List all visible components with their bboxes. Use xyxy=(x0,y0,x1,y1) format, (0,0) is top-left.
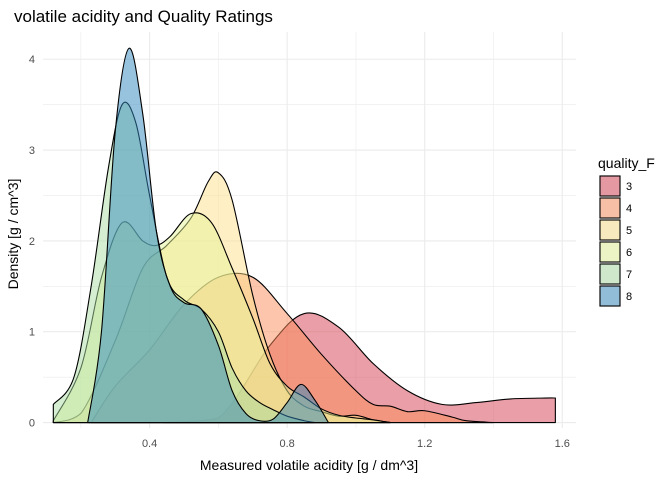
density-areas xyxy=(52,47,556,424)
legend-label: 6 xyxy=(626,247,632,259)
legend-label: 8 xyxy=(626,291,632,303)
chart-title: volatile acidity and Quality Ratings xyxy=(14,7,273,26)
y-tick-label: 1 xyxy=(29,327,35,339)
legend-label: 5 xyxy=(626,225,632,237)
legend: quality_F 3 4 5 6 7 8 xyxy=(598,155,655,307)
legend-label: 4 xyxy=(626,203,632,215)
legend-key-swatch xyxy=(599,197,621,219)
legend-item-3: 3 xyxy=(599,175,632,197)
y-tick-label: 0 xyxy=(29,418,35,430)
legend-key-swatch xyxy=(599,219,621,241)
legend-items: 3 4 5 6 7 8 xyxy=(599,175,632,307)
x-axis-title: Measured volatile acidity [g / dm^3] xyxy=(200,457,418,473)
legend-item-6: 6 xyxy=(599,241,632,263)
legend-item-8: 8 xyxy=(599,285,632,307)
legend-item-7: 7 xyxy=(599,263,632,285)
y-tick-label: 3 xyxy=(29,145,35,157)
legend-label: 3 xyxy=(626,181,632,193)
x-tick-label: 1.6 xyxy=(555,438,570,450)
legend-key-swatch xyxy=(599,263,621,285)
axes: 0.4 0.8 1.2 1.6 0 1 2 3 4 xyxy=(29,54,570,450)
legend-key-swatch xyxy=(599,241,621,263)
legend-title: quality_F xyxy=(598,155,655,171)
legend-label: 7 xyxy=(626,269,632,281)
legend-item-5: 5 xyxy=(599,219,632,241)
x-tick-label: 0.8 xyxy=(279,438,294,450)
legend-key-swatch xyxy=(599,285,621,307)
x-tick-label: 0.4 xyxy=(142,438,157,450)
y-tick-label: 4 xyxy=(29,54,35,66)
density-area-quality-8 xyxy=(87,47,329,424)
x-tick-label: 1.2 xyxy=(417,438,432,450)
y-tick-label: 2 xyxy=(29,236,35,248)
legend-key-swatch xyxy=(599,175,621,197)
y-axis-title: Density [g / cm^3] xyxy=(5,179,21,290)
legend-item-4: 4 xyxy=(599,197,632,219)
